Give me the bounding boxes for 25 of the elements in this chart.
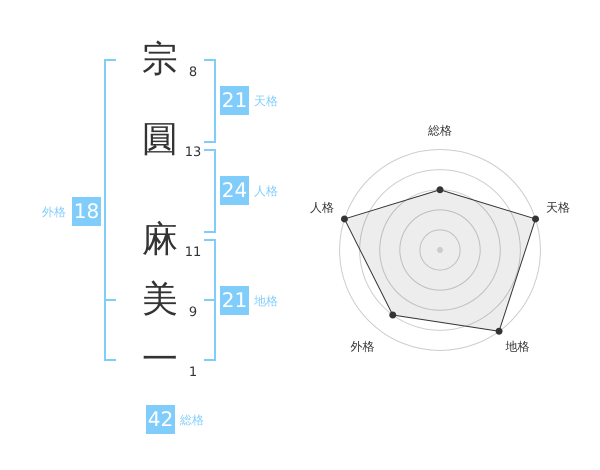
spoke-label: 総格 (427, 123, 452, 138)
category-label: 総格 (180, 412, 204, 428)
data-label: 11 (184, 245, 202, 261)
data-label: 8 (188, 65, 198, 81)
data-label: 21 (220, 86, 249, 115)
category-label: 人格 (254, 183, 278, 199)
data-label: 24 (220, 176, 249, 205)
category-label: 天格 (254, 93, 278, 109)
spoke-label: 人格 (310, 200, 334, 214)
category-label: 地格 (254, 293, 278, 309)
data-label: 9 (188, 305, 198, 321)
spoke-label: 天格 (546, 200, 570, 214)
data-label: 13 (184, 145, 202, 161)
data-label: 42 (146, 405, 175, 434)
data-label: 18 (72, 197, 101, 226)
spoke-label: 地格 (504, 339, 530, 354)
category-label: 宗 (141, 39, 179, 81)
category-label: 美 (141, 279, 179, 321)
spoke-label: 外格 (350, 339, 374, 354)
data-label: 21 (220, 286, 249, 315)
category-label: 麻 (142, 219, 178, 260)
category-label: 外格 (42, 204, 66, 220)
category-label: 圓 (142, 119, 178, 160)
data-label: 1 (188, 365, 198, 381)
category-label: 一 (141, 339, 179, 381)
